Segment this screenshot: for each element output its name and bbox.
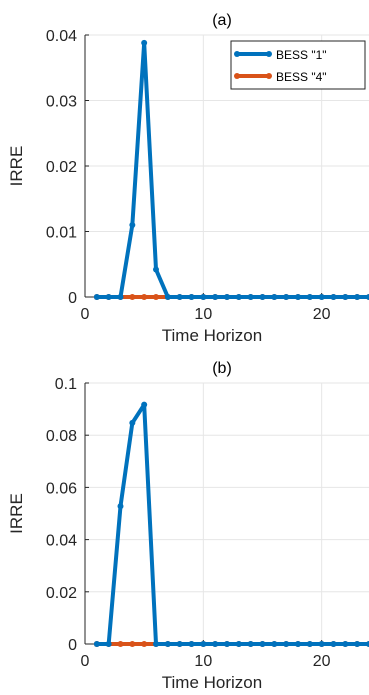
chart-a-legend-label-2: BESS "4" xyxy=(276,70,327,84)
chart-b-series-2-point xyxy=(117,641,124,647)
chart-b-y-tick-label: 0.1 xyxy=(55,376,77,393)
chart-a-series-2-point xyxy=(153,294,159,300)
chart-b-y-tick-label: 0 xyxy=(68,637,77,654)
chart-b-series-1-point xyxy=(318,641,325,647)
chart-a-series-1-point xyxy=(153,266,159,273)
chart-a-series-1-point xyxy=(247,294,254,300)
chart-b-series-1-point xyxy=(354,641,361,647)
chart-a-series-1-point xyxy=(141,39,148,46)
chart-b-series-1-point xyxy=(283,641,290,647)
chart-a-legend-label-1: BESS "1" xyxy=(276,48,327,62)
chart-a-series-1-point xyxy=(176,294,183,300)
chart-a-y-tick-label: 0.02 xyxy=(46,159,77,176)
chart-a-series-1-point xyxy=(235,294,242,300)
chart-a-series-1-point xyxy=(117,294,124,300)
chart-a-series-1-point xyxy=(366,294,369,300)
chart-panel-b: 0 10 20 0 0.02 0.04 0.06 0.08 0.1 (b) Time Horizon… xyxy=(7,360,369,692)
chart-b-y-tick-label: 0.04 xyxy=(46,533,77,550)
chart-b-series-1-point xyxy=(105,641,112,647)
chart-a-x-label: Time Horizon xyxy=(162,326,262,345)
chart-b-series-1-point xyxy=(224,641,230,647)
chart-b-series-2-point xyxy=(141,641,148,647)
chart-a-y-label: IRRE xyxy=(7,146,26,187)
chart-b-series-1-point xyxy=(188,641,195,647)
chart-b-series-1-point xyxy=(259,641,266,647)
chart-b-series-1-point xyxy=(295,641,301,647)
chart-a-y-tick-label: 0 xyxy=(68,290,77,307)
chart-b-y-tick-label: 0.02 xyxy=(46,585,77,602)
chart-a-legend-marker-2 xyxy=(266,73,272,79)
chart-b-series-1-point xyxy=(141,401,148,408)
chart-b-series-1-point xyxy=(153,641,159,647)
chart-a-series-1-point xyxy=(188,294,195,300)
chart-b-title: (b) xyxy=(212,360,232,377)
chart-b-plot-area xyxy=(85,383,369,644)
chart-a-series-1-point xyxy=(271,294,278,300)
chart-b-series-1-point xyxy=(306,641,313,647)
chart-b-series-1-point xyxy=(366,641,369,647)
chart-a-series-1-point xyxy=(295,294,301,300)
chart-a-legend-marker-2 xyxy=(234,73,240,79)
chart-a-series-1-point xyxy=(200,294,207,300)
chart-b-series-1-point xyxy=(271,641,278,647)
chart-a-y-tick-label: 0.01 xyxy=(46,225,77,242)
chart-a-series-1-point xyxy=(330,294,337,300)
chart-a-series-1-point xyxy=(342,294,349,300)
chart-b-x-label: Time Horizon xyxy=(162,673,262,692)
chart-b-series-1-point xyxy=(200,641,207,647)
chart-a-legend-marker-1 xyxy=(266,51,272,57)
chart-b-x-tick-label: 20 xyxy=(313,653,331,670)
chart-a-series-1-point xyxy=(318,294,325,300)
chart-b-series-1-point xyxy=(164,641,171,647)
chart-a-legend xyxy=(230,40,366,90)
chart-b-series-1-point xyxy=(330,641,337,647)
chart-a-series-1-point xyxy=(306,294,313,300)
chart-a-series-1-point xyxy=(164,294,171,300)
chart-a-series-1-point xyxy=(129,221,136,228)
chart-a-y-tick-label: 0.04 xyxy=(46,28,77,45)
chart-a-series-1-point xyxy=(105,294,112,300)
chart-a-x-tick-label: 0 xyxy=(81,306,90,323)
chart-panel-a: 0 10 20 0 0.01 0.02 0.03 0.04 (a) Time Horizon IRR… xyxy=(7,12,369,345)
chart-a-legend-marker-1 xyxy=(234,51,240,57)
chart-b-series-1-point xyxy=(129,419,136,426)
chart-a-series-1-point xyxy=(224,294,230,300)
chart-b-series-1-point xyxy=(342,641,349,647)
chart-a-y-tick-label: 0.03 xyxy=(46,94,77,111)
chart-b-x-tick-label: 10 xyxy=(194,653,212,670)
chart-b-series-1-point xyxy=(235,641,242,647)
chart-b-x-tick-label: 0 xyxy=(81,653,90,670)
chart-b-y-tick-label: 0.06 xyxy=(46,480,77,497)
chart-a-series-1-point xyxy=(259,294,266,300)
chart-b-y-label: IRRE xyxy=(7,493,26,534)
chart-b-series-2-point xyxy=(129,641,136,647)
chart-b-series-1-point xyxy=(93,641,100,647)
chart-b-series-1-point xyxy=(247,641,254,647)
chart-b-series-1-point xyxy=(117,503,124,510)
chart-a-series-1-point xyxy=(212,294,219,300)
chart-a-x-tick-label: 10 xyxy=(194,306,212,323)
chart-a-series-2-point xyxy=(141,294,148,300)
chart-a-series-1-point xyxy=(354,294,361,300)
chart-a-series-2-point xyxy=(129,294,136,300)
chart-a-title: (a) xyxy=(212,12,232,29)
chart-a-series-1-point xyxy=(283,294,290,300)
chart-b-y-tick-label: 0.08 xyxy=(46,428,77,445)
chart-a-x-tick-label: 20 xyxy=(313,306,331,323)
chart-b-series-1-point xyxy=(176,641,183,647)
chart-b-series-1-point xyxy=(212,641,219,647)
chart-a-series-1-point xyxy=(93,294,100,300)
